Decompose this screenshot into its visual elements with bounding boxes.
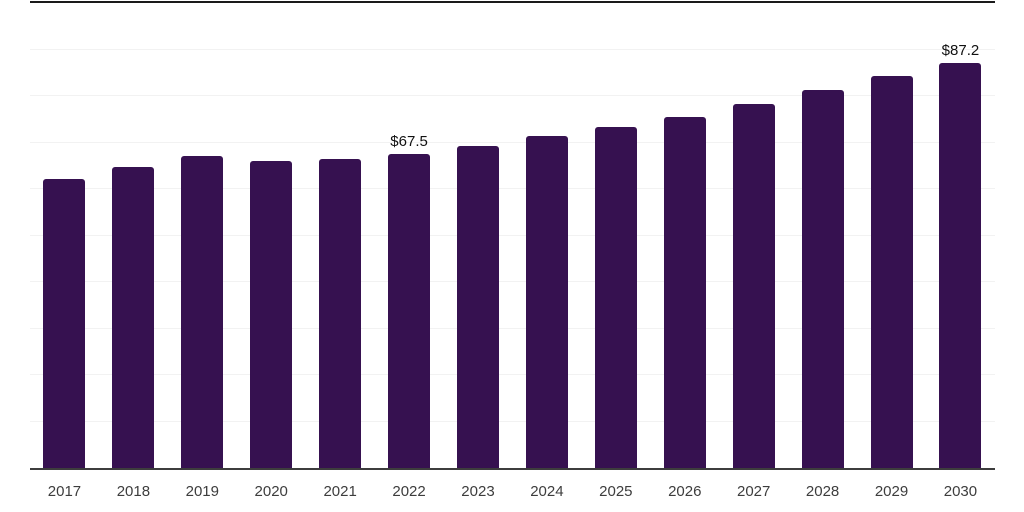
gridline-30 [30,327,995,329]
x-tick-2024: 2024 [530,483,564,500]
data-label-2030: $87.2 [941,41,980,59]
gridline-40 [30,281,995,282]
bar-2020[interactable] [250,160,293,468]
bar-2027[interactable] [732,103,775,468]
x-tick-2025: 2025 [599,483,633,500]
bar-column-2017 [30,3,99,468]
x-tick-2017: 2017 [47,483,82,500]
x-tick-2028: 2028 [805,483,840,500]
x-tick-2027: 2027 [736,483,771,500]
gridline-20 [30,374,995,375]
bar-column-2024 [512,3,581,468]
x-tick-2018: 2018 [116,483,151,500]
bar-column-2020 [237,3,306,468]
x-tick-2020: 2020 [254,483,288,500]
x-axis-line [30,468,995,470]
x-tick-2029: 2029 [874,483,909,500]
plot-area: $67.5 $87.2 [30,1,995,470]
bar-2021[interactable] [319,158,362,468]
x-tick-2021: 2021 [323,483,357,500]
bar-column-2029 [857,3,926,468]
x-axis-labels: 2017 2018 2019 2020 2021 2022 2023 2024 2025 2026… [30,471,995,500]
bar-column-2026 [650,3,719,468]
x-tick-2022: 2022 [392,483,426,500]
bar-2017[interactable] [43,178,86,468]
gridline-90 [30,48,995,50]
bar-2019[interactable] [181,155,224,468]
bar-2023[interactable] [456,146,499,468]
bar-2029[interactable] [870,76,913,468]
plot-inner: $67.5 $87.2 [30,3,995,468]
x-tick-2019: 2019 [185,483,219,500]
gridline-50 [30,234,995,236]
bar-2018[interactable] [112,167,155,468]
gridline-10 [30,420,995,422]
bar-column-2025 [581,3,650,468]
bar-2026[interactable] [663,116,706,468]
bar-series: $67.5 $87.2 [30,3,995,468]
gridline-60 [30,188,995,189]
bar-2025[interactable] [594,126,637,468]
gridline-70 [30,141,995,143]
bar-column-2019 [168,3,237,468]
bar-column-2018 [99,3,168,468]
bar-2022[interactable]: $67.5 [388,134,431,468]
x-tick-2030: 2030 [943,483,978,500]
bar-column-2021 [306,3,375,468]
bar-column-2023 [444,3,513,468]
bar-column-2028 [788,3,857,468]
bar-column-2022: $67.5 [375,3,444,468]
data-label-2022: $67.5 [390,133,428,151]
bar-2024[interactable] [525,136,568,468]
x-tick-2026: 2026 [668,483,702,500]
x-tick-2023: 2023 [461,483,495,500]
gridline-80 [30,95,995,96]
bar-column-2030: $87.2 [926,3,995,468]
bar-2028[interactable] [801,89,844,468]
bar-2030[interactable]: $87.2 [939,43,982,468]
bar-column-2027 [719,3,788,468]
top-axis-line [30,1,995,3]
